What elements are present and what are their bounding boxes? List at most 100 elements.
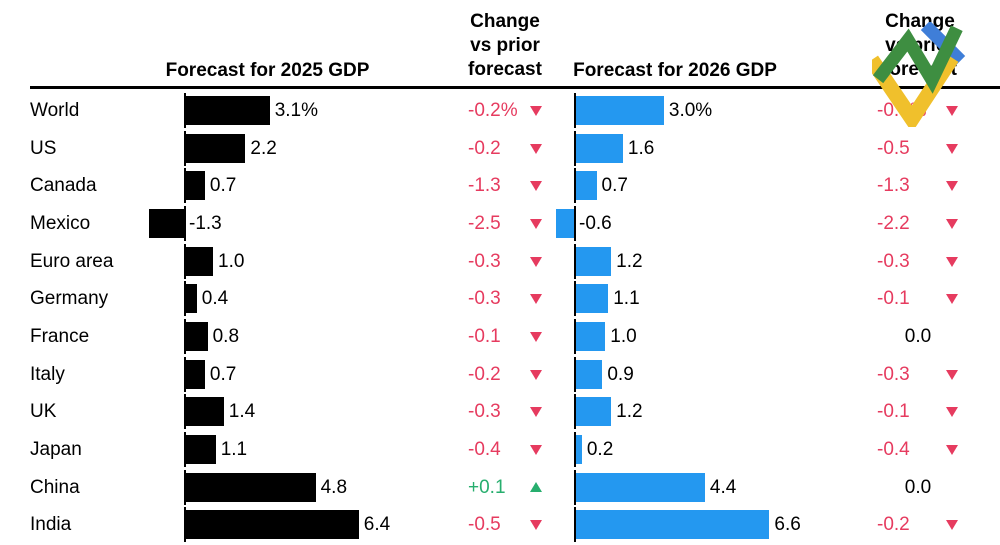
gdp-bar-2026 bbox=[556, 209, 574, 239]
change-arrow-icon bbox=[946, 407, 958, 418]
table-row: India 6.4 -0.5 6.6 -0.2 bbox=[0, 506, 1000, 544]
bar-value-2026: 3.0% bbox=[668, 100, 713, 121]
table-row: World 3.1% -0.2% 3.0% -0.3% bbox=[0, 92, 1000, 130]
change-arrow-icon bbox=[530, 481, 542, 492]
gdp-bar-2026 bbox=[576, 246, 612, 276]
change-arrow-icon bbox=[530, 407, 542, 418]
header-change-line: Change bbox=[470, 11, 540, 32]
axis-baseline-2026 bbox=[574, 168, 576, 204]
gdp-bar-2025 bbox=[186, 322, 208, 352]
change-arrow-icon bbox=[530, 520, 542, 531]
change-value-2026: -0.3 bbox=[877, 250, 910, 272]
bar-value-2025: 2.2 bbox=[250, 137, 277, 159]
gdp-bar-2025 bbox=[148, 209, 184, 239]
bar-value-2025: 6.4 bbox=[363, 514, 391, 536]
bar-value-2025: 3.1% bbox=[274, 100, 318, 121]
axis-baseline-2025 bbox=[184, 394, 186, 430]
bar-value-2025: -1.3 bbox=[189, 213, 222, 235]
bar-value-2026: 1.2 bbox=[616, 401, 643, 423]
axis-baseline-2025 bbox=[184, 168, 186, 204]
country-label: Japan bbox=[30, 439, 82, 461]
bar-value-2025: 1.1 bbox=[220, 439, 248, 461]
header-change-line: forecast bbox=[468, 59, 542, 80]
bar-value-2026: 4.4 bbox=[709, 476, 737, 498]
change-value-2025: -1.3 bbox=[468, 175, 501, 197]
country-label: UK bbox=[30, 401, 57, 423]
bar-value-2025: 1.4 bbox=[228, 401, 256, 423]
table-row: France 0.8 -0.1 1.0 0.0 bbox=[0, 318, 1000, 356]
change-arrow-icon bbox=[530, 445, 542, 456]
change-arrow-icon bbox=[530, 294, 542, 305]
country-label: India bbox=[30, 514, 72, 536]
gdp-bar-2025 bbox=[186, 435, 216, 465]
axis-baseline-2025 bbox=[184, 281, 186, 317]
bar-value-2026: -0.6 bbox=[579, 213, 612, 235]
change-arrow-icon bbox=[530, 332, 542, 343]
bar-value-2025: 1.0 bbox=[218, 250, 245, 272]
bar-value-2025: 4.8 bbox=[320, 476, 348, 498]
axis-baseline-2025 bbox=[184, 469, 186, 505]
header-change-2025: Change vs prior forecast bbox=[440, 10, 570, 82]
change-arrow-icon bbox=[530, 369, 542, 380]
axis-baseline-2025 bbox=[184, 432, 186, 468]
table-row: Mexico -1.3 -2.5 -0.6 -2.2 bbox=[0, 205, 1000, 243]
gdp-bar-2025 bbox=[186, 510, 359, 540]
gdp-bar-2026 bbox=[576, 359, 603, 389]
country-label: World bbox=[30, 100, 80, 121]
table-row: US 2.2 -0.2 1.6 -0.5 bbox=[0, 130, 1000, 168]
change-arrow-icon bbox=[530, 143, 542, 154]
change-value-2025: -0.1 bbox=[468, 326, 501, 348]
change-arrow-icon bbox=[530, 106, 542, 116]
gdp-bar-2025 bbox=[186, 133, 246, 163]
bar-value-2025: 0.4 bbox=[201, 288, 229, 310]
gdp-bar-2026 bbox=[576, 472, 705, 502]
header-forecast-2026: Forecast for 2026 GDP bbox=[573, 60, 777, 81]
change-arrow-icon bbox=[946, 256, 958, 267]
broker-logo-watermark bbox=[872, 22, 966, 127]
change-value-2026: -0.1 bbox=[877, 288, 910, 310]
country-label: France bbox=[30, 326, 90, 348]
gdp-bar-2025 bbox=[186, 397, 224, 427]
country-label: Italy bbox=[30, 363, 65, 385]
change-value-2026: -1.3 bbox=[877, 175, 910, 197]
change-arrow-icon bbox=[946, 106, 958, 116]
gdp-bar-2025 bbox=[186, 246, 213, 276]
header-forecast-2025: Forecast for 2025 GDP bbox=[165, 60, 370, 81]
table-row: UK 1.4 -0.3 1.2 -0.1 bbox=[0, 393, 1000, 431]
bar-value-2026: 1.6 bbox=[627, 137, 655, 159]
bar-value-2026: 0.2 bbox=[586, 439, 614, 461]
gdp-bar-2026 bbox=[576, 284, 609, 314]
change-value-2025: -0.5 bbox=[468, 514, 501, 536]
axis-baseline-2026 bbox=[574, 507, 576, 543]
country-label: Germany bbox=[30, 288, 109, 310]
header-divider-rule bbox=[30, 86, 1000, 89]
country-label: Mexico bbox=[30, 213, 91, 235]
bar-value-2025: 0.7 bbox=[209, 175, 237, 197]
table-row: Canada 0.7 -1.3 0.7 -1.3 bbox=[0, 167, 1000, 205]
axis-baseline-2025 bbox=[184, 507, 186, 543]
change-value-2026: 0.0 bbox=[904, 326, 932, 348]
bar-value-2026: 0.7 bbox=[601, 175, 628, 197]
bar-value-2025: 0.7 bbox=[209, 363, 237, 385]
axis-baseline-2026 bbox=[574, 281, 576, 317]
change-arrow-icon bbox=[530, 181, 542, 192]
bar-value-2026: 1.2 bbox=[616, 250, 643, 272]
change-arrow-icon bbox=[946, 219, 958, 230]
country-label: China bbox=[30, 476, 80, 498]
change-value-2025: -0.2% bbox=[468, 100, 518, 121]
axis-baseline-2026 bbox=[574, 130, 576, 166]
change-arrow-icon bbox=[530, 219, 542, 230]
table-row: Germany 0.4 -0.3 1.1 -0.1 bbox=[0, 280, 1000, 318]
axis-baseline-2026 bbox=[574, 93, 576, 128]
change-arrow-icon bbox=[946, 181, 958, 192]
logo-green-zigzag bbox=[872, 25, 963, 94]
change-arrow-icon bbox=[946, 445, 958, 456]
table-row: China 4.8 +0.1 4.4 0.0 bbox=[0, 469, 1000, 507]
gdp-bar-2025 bbox=[186, 472, 316, 502]
table-row: Japan 1.1 -0.4 0.2 -0.4 bbox=[0, 431, 1000, 469]
change-value-2026: -0.4 bbox=[877, 439, 910, 461]
change-value-2026: -2.2 bbox=[877, 213, 910, 235]
bar-value-2026: 1.0 bbox=[610, 326, 637, 348]
gdp-bar-2025 bbox=[186, 284, 197, 314]
